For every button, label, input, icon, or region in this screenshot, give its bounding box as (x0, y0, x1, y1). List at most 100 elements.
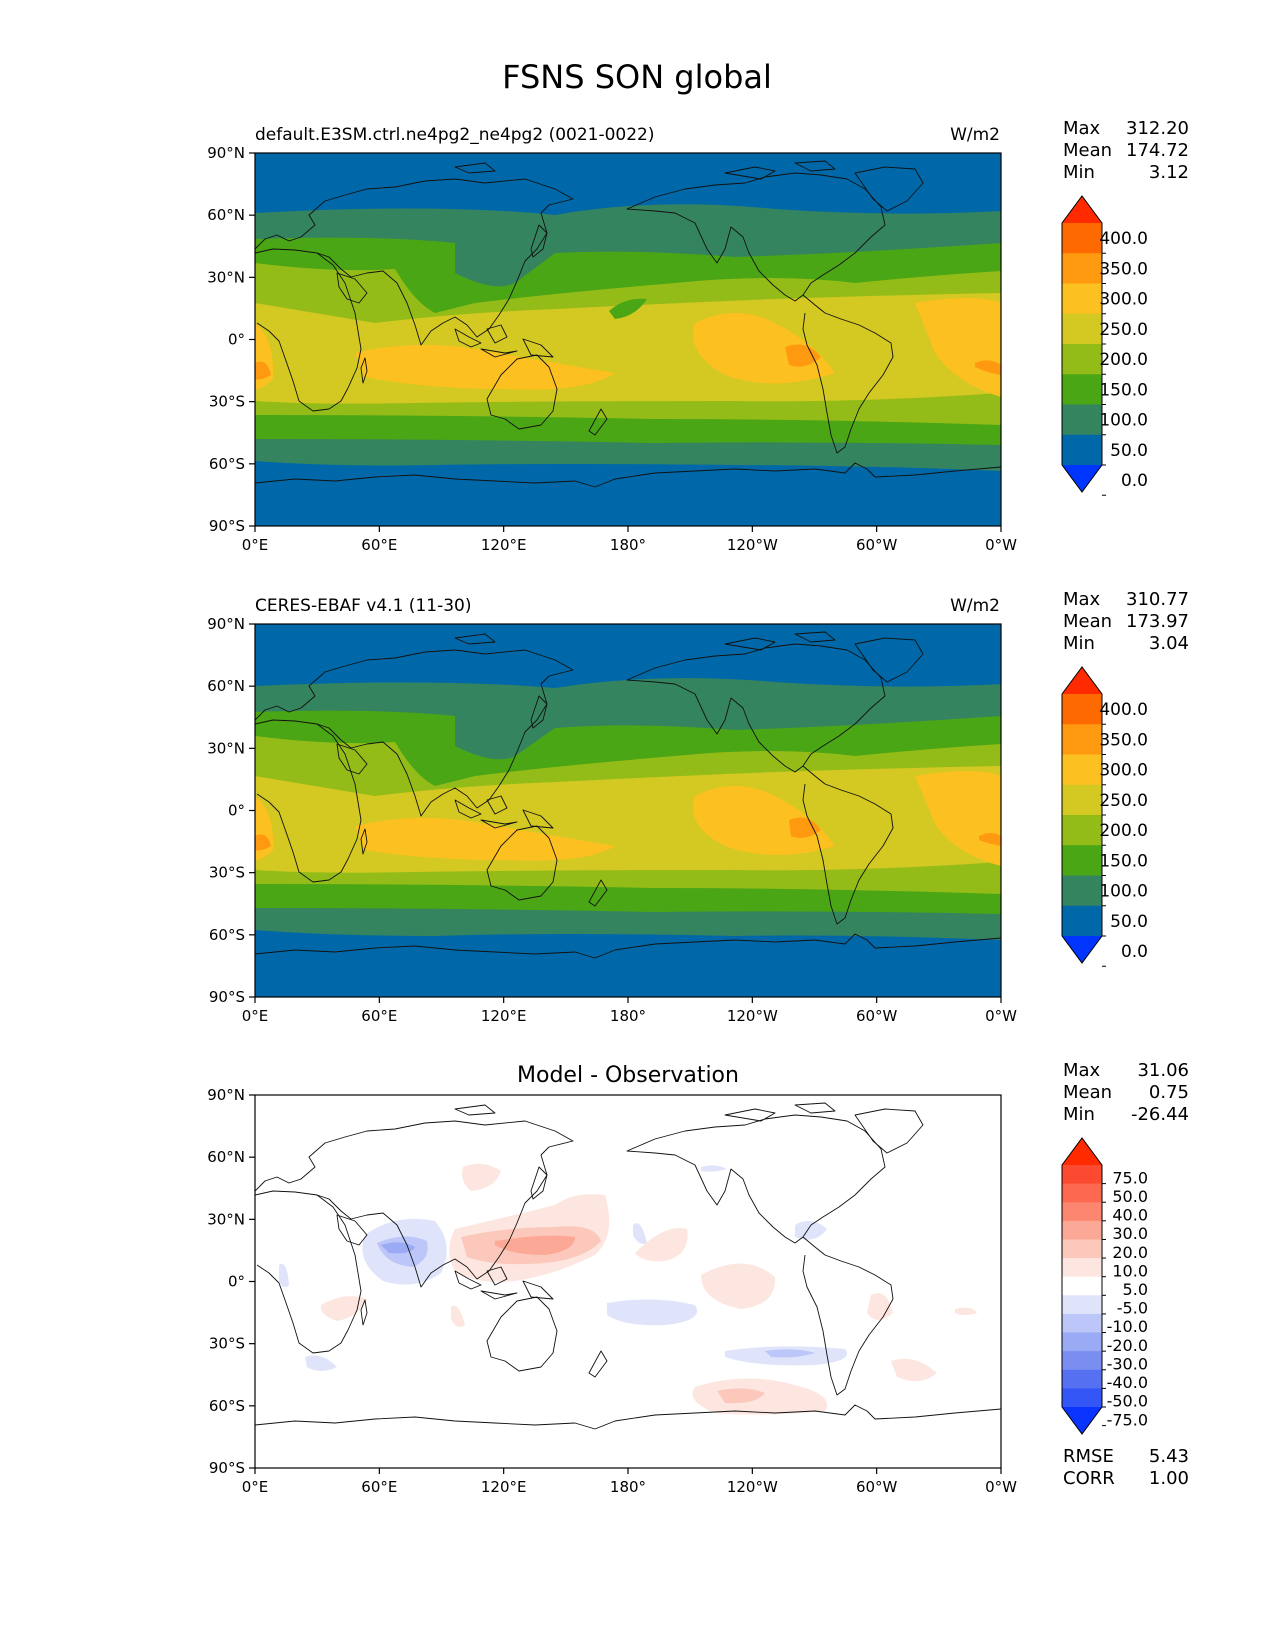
panel-center-title: Model - Observation (517, 1063, 739, 1088)
colorbar-segment (1062, 815, 1102, 846)
colorbar-extend-max (1062, 1138, 1102, 1165)
lon-tick-label: 60°E (361, 536, 397, 554)
stat-label-mean: Mean (1063, 140, 1112, 161)
panel-model: default.E3SM.ctrl.ne4pg2_ne4pg2 (0021-00… (207, 118, 1189, 554)
metric-value-corr: 1.00 (1149, 1468, 1189, 1489)
colorbar: 400.0 350.0 300.0 250.0 200.0 150.0 100.0 50.0 0… (1061, 195, 1148, 496)
colorbar-segment (1062, 754, 1102, 786)
lat-tick-label: 30°N (207, 739, 245, 757)
lon-tick-label: 180° (610, 1007, 646, 1025)
lat-tick-label: 30°S (209, 864, 245, 882)
colorbar-segment (1062, 905, 1102, 937)
lat-tick-label: 90°N (207, 615, 245, 633)
figure-title: FSNS SON global (502, 58, 772, 96)
colorbar-label: 100.0 (1099, 411, 1148, 431)
colorbar-segment (1062, 344, 1102, 375)
colorbar-segment (1062, 1276, 1102, 1296)
stat-value-min: 3.04 (1149, 633, 1189, 654)
stat-value-max: 31.06 (1137, 1060, 1189, 1081)
colorbar-label: 5.0 (1123, 1280, 1148, 1299)
lat-tick-label: 90°S (209, 1459, 245, 1477)
colorbar-segment (1062, 694, 1102, 725)
stat-value-max: 312.20 (1126, 118, 1189, 139)
stats-block: Max 312.20 Mean 174.72 Min 3.12 (1063, 118, 1189, 183)
field-contours (255, 153, 1001, 526)
map-area: 90°N 60°N 30°N 0° 30°S 60°S 90°S 0°E 60°E 120°E 1… (207, 615, 1017, 1025)
colorbar-segment (1062, 1295, 1102, 1315)
lon-tick-label: 0°E (242, 536, 269, 554)
stat-label-min: Min (1063, 162, 1095, 183)
colorbar-extend-min (1062, 936, 1102, 963)
colorbar-label: -30.0 (1107, 1354, 1148, 1373)
lon-tick-label: 0°E (242, 1478, 269, 1496)
colorbar-label: 50.0 (1110, 441, 1148, 461)
lon-tick-label: 120°E (481, 536, 527, 554)
panel-diff: Model - Observation (207, 1060, 1189, 1496)
metric-label-rmse: RMSE (1063, 1446, 1114, 1467)
colorbar-label: 400.0 (1099, 229, 1148, 249)
colorbar-label: 75.0 (1112, 1168, 1148, 1187)
panel-left-title: CERES-EBAF v4.1 (11-30) (255, 596, 471, 616)
lat-axis: 90°N 60°N 30°N 0° 30°S 60°S 90°S (207, 615, 255, 1006)
colorbar-segment (1062, 1332, 1102, 1352)
colorbar-extend-max (1062, 667, 1102, 694)
lon-tick-label: 60°E (361, 1478, 397, 1496)
lon-axis: 0°E 60°E 120°E 180° 120°W 60°W 0°W (242, 526, 1017, 554)
colorbar-label: -75.0 (1107, 1410, 1148, 1429)
field-contours (255, 624, 1001, 997)
colorbar-label: 50.0 (1112, 1187, 1148, 1206)
colorbar-segment (1062, 1220, 1102, 1240)
lat-tick-label: 0° (228, 331, 245, 349)
colorbar-label: 50.0 (1110, 912, 1148, 932)
lat-axis: 90°N 60°N 30°N 0° 30°S 60°S 90°S (207, 144, 255, 535)
stat-label-min: Min (1063, 1104, 1095, 1125)
stat-label-min: Min (1063, 633, 1095, 654)
stat-value-min: -26.44 (1131, 1104, 1189, 1125)
field-contours (255, 1095, 1001, 1468)
colorbar-segment (1062, 724, 1102, 755)
lon-tick-label: 60°W (856, 536, 898, 554)
colorbar-segment (1062, 1369, 1102, 1389)
colorbar-label: 150.0 (1099, 380, 1148, 400)
lat-tick-label: 30°N (207, 1210, 245, 1228)
lon-tick-label: 120°E (481, 1007, 527, 1025)
colorbar-label: 200.0 (1099, 350, 1148, 370)
lat-tick-label: 60°N (207, 677, 245, 695)
lon-tick-label: 0°E (242, 1007, 269, 1025)
metric-label-corr: CORR (1063, 1468, 1115, 1489)
colorbar-segment (1062, 1388, 1102, 1408)
colorbar-segment (1062, 404, 1102, 436)
colorbar-segment (1062, 253, 1102, 284)
colorbar-label: -5.0 (1117, 1299, 1148, 1318)
lon-axis: 0°E 60°E 120°E 180° 120°W 60°W 0°W (242, 997, 1017, 1025)
stats-block: Max 310.77 Mean 173.97 Min 3.04 (1063, 589, 1189, 654)
stat-value-max: 310.77 (1126, 589, 1189, 610)
stat-value-min: 3.12 (1149, 162, 1189, 183)
colorbar-label: 10.0 (1112, 1261, 1148, 1280)
lat-axis: 90°N 60°N 30°N 0° 30°S 60°S 90°S (207, 1086, 255, 1477)
lon-tick-label: 60°W (856, 1007, 898, 1025)
lat-tick-label: 30°S (209, 393, 245, 411)
lat-tick-label: 90°N (207, 144, 245, 162)
panel-left-title: default.E3SM.ctrl.ne4pg2_ne4pg2 (0021-00… (255, 125, 655, 145)
lat-tick-label: 90°N (207, 1086, 245, 1104)
colorbar-label: 350.0 (1099, 730, 1148, 750)
colorbar-label: 300.0 (1099, 761, 1148, 781)
colorbar-segment (1062, 1165, 1102, 1185)
stat-label-max: Max (1063, 118, 1101, 139)
colorbar-extend-min (1062, 1407, 1102, 1434)
colorbar-label: 250.0 (1099, 791, 1148, 811)
colorbar-label: -10.0 (1107, 1317, 1148, 1336)
panel-units: W/m2 (950, 596, 1000, 616)
lon-tick-label: 120°W (727, 1478, 778, 1496)
lon-tick-label: 60°W (856, 1478, 898, 1496)
colorbar-label: -50.0 (1107, 1392, 1148, 1411)
colorbar-label: 350.0 (1099, 259, 1148, 279)
colorbar-segment (1062, 434, 1102, 466)
stat-label-mean: Mean (1063, 611, 1112, 632)
colorbar-label: 20.0 (1112, 1243, 1148, 1262)
colorbar-segment (1062, 1239, 1102, 1259)
colorbar-segment (1062, 875, 1102, 907)
colorbar-label: -40.0 (1107, 1373, 1148, 1392)
colorbar-label: 300.0 (1099, 290, 1148, 310)
